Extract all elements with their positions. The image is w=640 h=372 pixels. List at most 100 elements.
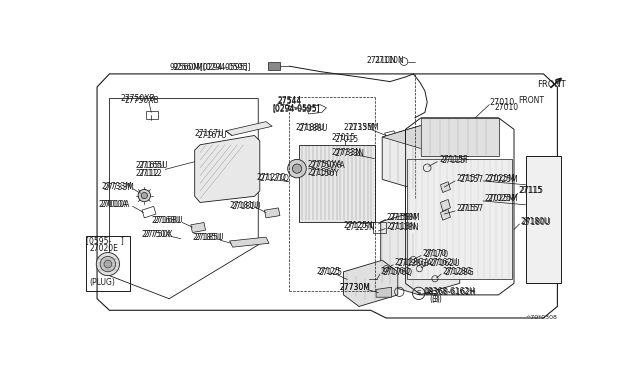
Text: 27167U: 27167U (198, 131, 227, 140)
Text: 27157: 27157 (457, 174, 481, 183)
Text: 08368-6162H: 08368-6162H (425, 288, 477, 297)
Text: 27010: 27010 (489, 98, 515, 107)
Text: 27128G: 27128G (444, 268, 474, 277)
Text: 92560M[0294-0595]: 92560M[0294-0595] (169, 62, 248, 71)
Text: 27167U: 27167U (195, 129, 225, 138)
Text: 27730M: 27730M (340, 283, 371, 292)
Polygon shape (298, 145, 374, 222)
Text: 27118N: 27118N (387, 222, 417, 231)
Text: 27157: 27157 (457, 204, 481, 213)
Circle shape (104, 260, 112, 268)
Text: 27115: 27115 (520, 186, 543, 195)
Text: 27135M: 27135M (344, 122, 374, 132)
Text: 27544: 27544 (278, 97, 302, 106)
Text: 27170: 27170 (422, 249, 447, 258)
Text: 27020E: 27020E (90, 244, 118, 253)
Text: 27750XB: 27750XB (120, 94, 155, 103)
Text: [0294-0595]: [0294-0595] (272, 104, 320, 113)
Text: 27168U: 27168U (154, 217, 183, 225)
Text: 27127Q: 27127Q (259, 174, 289, 183)
Polygon shape (230, 237, 269, 247)
Text: 27025M: 27025M (484, 194, 515, 203)
Text: 27733M: 27733M (102, 182, 132, 191)
Text: S: S (417, 291, 421, 296)
Text: 27185U: 27185U (193, 233, 222, 243)
Text: 27750X: 27750X (143, 230, 173, 239)
Text: 27115: 27115 (518, 186, 543, 195)
Text: 27025M: 27025M (484, 174, 515, 183)
Text: (3): (3) (431, 295, 442, 304)
Text: 27180U: 27180U (520, 217, 550, 226)
Text: 27733M: 27733M (103, 183, 134, 192)
Text: 08368-6162H: 08368-6162H (423, 287, 475, 296)
Text: 27125: 27125 (319, 268, 342, 277)
Circle shape (96, 253, 120, 276)
Text: 27162U: 27162U (429, 258, 458, 267)
Text: FRONT: FRONT (537, 80, 566, 89)
Text: 27168U: 27168U (151, 216, 181, 225)
Polygon shape (264, 208, 280, 218)
Text: 27010: 27010 (495, 103, 519, 112)
Text: 27733N: 27733N (331, 148, 361, 157)
Circle shape (100, 256, 116, 272)
Text: 27025M: 27025M (488, 194, 518, 203)
Polygon shape (440, 199, 451, 211)
Text: 27750X: 27750X (141, 230, 171, 238)
Text: 27115F: 27115F (442, 155, 470, 165)
Text: 92560M[0294-0595]: 92560M[0294-0595] (173, 62, 251, 71)
Polygon shape (268, 62, 280, 70)
Text: FRONT: FRONT (518, 96, 544, 105)
Polygon shape (191, 222, 205, 232)
Circle shape (288, 159, 307, 178)
Text: (3): (3) (429, 295, 440, 304)
Polygon shape (440, 182, 451, 192)
Text: 27135M: 27135M (348, 122, 379, 132)
Polygon shape (382, 125, 460, 191)
Text: 27128GA: 27128GA (397, 259, 433, 268)
Text: 27118N: 27118N (389, 222, 419, 232)
Text: 27750XA: 27750XA (308, 160, 342, 169)
Polygon shape (421, 118, 499, 156)
Text: 27176Q: 27176Q (381, 267, 411, 276)
Text: 27125: 27125 (316, 267, 340, 276)
Text: 27181U: 27181U (232, 202, 261, 211)
Text: 27157: 27157 (460, 175, 484, 184)
Text: [0595-    ]: [0595- ] (86, 237, 124, 246)
Polygon shape (381, 210, 460, 295)
Text: 27165U: 27165U (136, 161, 165, 170)
Text: 27181U: 27181U (230, 201, 259, 210)
Text: 27188U: 27188U (298, 124, 328, 133)
Text: 27176Q: 27176Q (382, 268, 412, 277)
Circle shape (292, 164, 301, 173)
Text: 27156Y: 27156Y (308, 168, 337, 177)
Polygon shape (440, 209, 451, 220)
Text: 27750XA: 27750XA (311, 161, 346, 170)
Text: 27730M: 27730M (340, 283, 371, 292)
Text: 27115F: 27115F (440, 155, 468, 164)
Text: 27733N: 27733N (334, 149, 364, 158)
Polygon shape (195, 135, 260, 202)
Text: 27025M: 27025M (488, 175, 518, 184)
Polygon shape (407, 158, 513, 279)
Text: 27162U: 27162U (430, 259, 460, 268)
Text: 27158M: 27158M (389, 214, 420, 222)
Text: 27156Y: 27156Y (311, 169, 340, 178)
Text: 27158M: 27158M (387, 213, 417, 222)
Text: 27010A: 27010A (101, 199, 131, 209)
Text: 27112: 27112 (139, 169, 163, 178)
Text: 27015: 27015 (334, 135, 358, 144)
Circle shape (138, 189, 150, 202)
Text: 27185U: 27185U (195, 233, 224, 243)
Text: 27127Q: 27127Q (257, 173, 287, 182)
Text: 27112: 27112 (136, 169, 159, 178)
Text: 27165U: 27165U (139, 161, 168, 170)
Polygon shape (382, 125, 460, 148)
Text: 27010A: 27010A (99, 199, 128, 209)
Polygon shape (226, 122, 272, 135)
Text: 27128G: 27128G (443, 267, 472, 276)
Text: 27750XB: 27750XB (124, 96, 159, 105)
Circle shape (141, 192, 147, 199)
Text: 27110N: 27110N (374, 55, 404, 64)
Polygon shape (344, 260, 397, 307)
Text: 27170: 27170 (424, 250, 448, 259)
